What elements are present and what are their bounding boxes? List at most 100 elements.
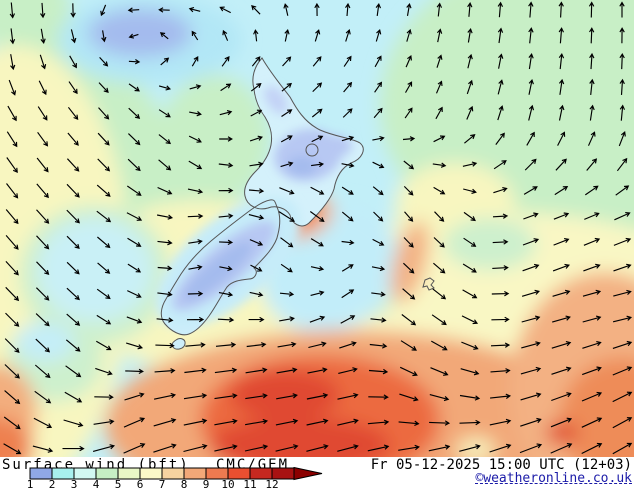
wind-arrow [310,290,325,296]
wind-arrow [188,264,203,271]
wind-arrow [403,237,414,248]
wind-arrow [97,262,111,274]
wind-arrow [93,419,115,425]
wind-arrow [428,444,451,452]
wind-arrow [67,132,79,146]
wind-arrow [65,365,82,378]
wind-arrow [154,368,176,374]
wind-arrow [4,364,20,379]
wind-arrow [185,342,206,348]
wind-arrow [123,443,146,454]
wind-arrow [249,135,263,142]
wind-arrow [156,214,174,220]
wind-arrow [94,394,114,400]
wind-arrow [160,57,170,66]
wind-arrow [520,417,542,427]
wind-arrow [97,132,110,146]
wind-arrow [613,237,632,246]
wind-arrow [188,6,201,13]
legend-tick-label: 6 [137,478,144,490]
wind-arrow [5,261,19,276]
region-cyan-left-center [37,218,153,322]
wind-arrow [431,314,447,326]
wind-arrow [188,160,203,170]
legend-overflow-arrow [293,467,323,481]
wind-arrow [157,291,173,297]
wind-arrow [589,78,595,95]
wind-arrow [550,443,573,454]
wind-arrow [101,30,107,43]
wind-arrow [311,135,324,143]
region-ni-north-lavender [264,85,288,115]
wind-arrow [249,291,264,298]
wind-arrow [497,105,504,121]
wind-arrow [127,237,142,247]
land-wind-color-field [155,85,352,328]
wind-arrow [66,287,80,301]
wind-arrow [373,211,384,222]
wind-arrow [402,136,416,142]
wind-arrow [581,417,603,428]
wind-arrow [281,82,292,92]
wind-arrow [551,341,572,349]
wind-arrow [245,367,268,374]
wind-arrow [521,289,541,297]
wind-arrow [434,211,445,222]
wind-arrow [126,212,143,221]
wind-arrow [311,161,325,168]
wind-arrow [96,340,112,351]
wind-arrow [520,392,542,401]
wind-arrow [248,316,265,323]
wind-arrow [337,444,359,452]
wind-arrow [250,82,262,92]
wind-arrow [553,238,570,246]
wind-arrow [337,418,359,426]
wind-arrow [276,367,298,374]
wind-arrow [523,186,538,195]
wind-arrow [70,3,76,18]
wind-arrow [619,78,625,95]
wind-arrow [467,53,473,69]
wind-arrow [554,185,569,196]
wind-arrow [495,132,505,145]
wind-arrow [463,211,476,222]
wind-arrow [461,315,479,325]
wind-arrow [309,211,325,222]
wind-arrow [311,108,323,118]
wind-arrow [435,106,443,120]
credit-link[interactable]: ©weatheronline.co.uk [475,471,632,486]
wind-arrow [158,109,171,118]
wind-arrow [9,2,16,19]
wind-arrow [526,131,535,146]
wind-arrow [215,342,237,348]
wind-arrow [153,392,177,400]
wind-arrow [187,213,204,219]
wind-arrow [589,52,595,70]
legend-tick-label: 8 [181,478,188,490]
wind-arrow [343,55,352,67]
wind-arrow [7,105,17,122]
wind-arrow [38,80,47,96]
wind-arrow [33,417,53,429]
wind-arrow [519,443,543,454]
wind-arrow [248,214,265,220]
wind-arrow [214,393,238,400]
wind-arrow [65,339,81,352]
wind-arrow [158,159,172,171]
region-red-right-spot [546,422,578,444]
wind-arrow [306,418,329,426]
wind-arrow [463,237,477,247]
wind-arrow [616,157,628,172]
wind-arrow [524,158,537,171]
wind-arrow [156,317,174,323]
wind-arrow [492,265,509,271]
wind-arrow [218,187,234,194]
wind-arrow [100,4,107,17]
wind-arrow [306,444,329,452]
wind-arrow [337,392,359,400]
wind-arrow [128,107,141,119]
coastline-south-island [160,199,281,336]
wind-arrow [589,27,595,44]
wind-arrow [6,157,18,174]
